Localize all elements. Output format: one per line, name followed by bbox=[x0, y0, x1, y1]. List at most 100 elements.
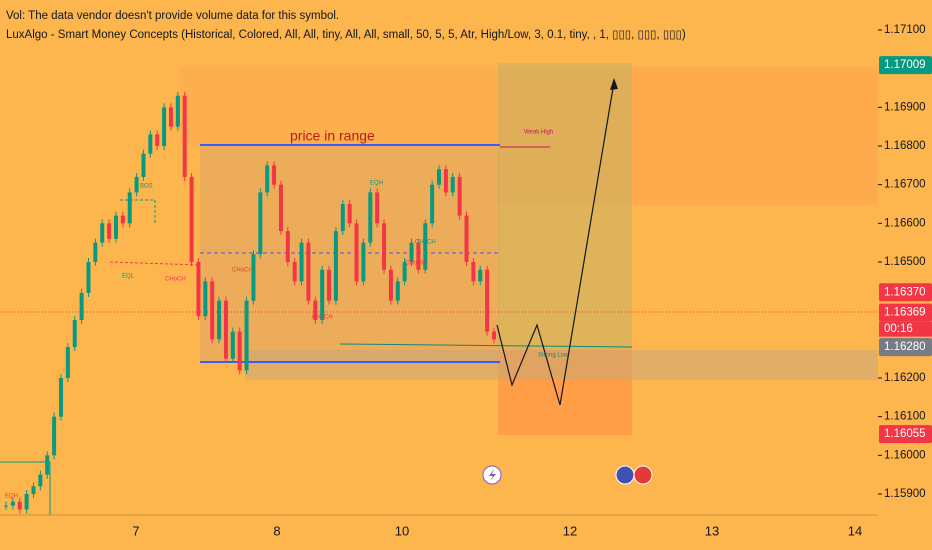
candle-body bbox=[210, 281, 215, 340]
smc-label: CHoCH bbox=[415, 240, 436, 246]
candle-body bbox=[320, 269, 325, 320]
smc-label: CHoCH bbox=[312, 315, 333, 321]
flag-icon bbox=[615, 465, 635, 485]
candle-body bbox=[471, 262, 476, 282]
candle-body bbox=[127, 192, 132, 224]
candle-body bbox=[478, 269, 483, 282]
flag-icon bbox=[633, 465, 653, 485]
candle-body bbox=[189, 176, 194, 262]
candle-body bbox=[485, 269, 490, 332]
candle-body bbox=[10, 501, 15, 506]
candle-body bbox=[437, 169, 442, 185]
time-tick-label: 14 bbox=[848, 523, 862, 538]
time-tick-label: 7 bbox=[132, 523, 139, 538]
candle-body bbox=[203, 281, 208, 317]
candle-body bbox=[416, 242, 421, 270]
price-badge-label: 1.16370 bbox=[884, 286, 926, 298]
candle-body bbox=[251, 254, 256, 301]
candle-body bbox=[292, 262, 297, 282]
candle-body bbox=[340, 204, 345, 232]
candle-body bbox=[299, 242, 304, 282]
candle-body bbox=[443, 169, 448, 193]
projection-path bbox=[496, 81, 615, 406]
countdown-bg bbox=[879, 321, 932, 337]
candle-body bbox=[45, 455, 50, 475]
candle-body bbox=[285, 231, 290, 262]
candle-body bbox=[306, 242, 311, 301]
price-tick-label: 1.16800 bbox=[884, 140, 926, 152]
smc-label: CHoCH bbox=[405, 261, 426, 267]
volume-note: Vol: The data vendor doesn't provide vol… bbox=[6, 10, 339, 22]
smc-label: EQL bbox=[122, 274, 135, 280]
smc-label: Strong Low bbox=[538, 353, 569, 359]
price-tick-label: 1.16200 bbox=[884, 372, 926, 384]
candle-body bbox=[258, 192, 263, 255]
candle-body bbox=[450, 176, 455, 193]
candle-body bbox=[382, 223, 387, 270]
candle-body bbox=[430, 184, 435, 224]
candle-body bbox=[265, 165, 270, 193]
candle-body bbox=[107, 223, 112, 239]
smc-step bbox=[0, 461, 51, 515]
candle-body bbox=[272, 165, 277, 185]
price-badge-label: 1.16055 bbox=[884, 428, 926, 440]
candle-body bbox=[395, 281, 400, 301]
price-tick-label: 1.16000 bbox=[884, 449, 926, 461]
event-icons bbox=[482, 465, 653, 485]
candle-body bbox=[354, 223, 359, 282]
candle-body bbox=[58, 378, 63, 417]
candle-body bbox=[464, 215, 469, 262]
price-tick-label: 1.16900 bbox=[884, 101, 926, 113]
smc-label: EQH bbox=[370, 181, 383, 187]
candle-body bbox=[100, 223, 105, 243]
range-label: price in range bbox=[290, 128, 375, 144]
candle-body bbox=[113, 215, 118, 239]
price-badge-label: 1.17009 bbox=[884, 59, 926, 71]
candle-body bbox=[223, 300, 228, 359]
candle-body bbox=[423, 223, 428, 270]
candle-body bbox=[347, 204, 352, 224]
smc-step bbox=[120, 199, 156, 225]
demand-zone bbox=[245, 350, 878, 380]
candle-body bbox=[134, 176, 139, 193]
candle-body bbox=[409, 242, 414, 262]
target-box bbox=[498, 63, 632, 350]
candle-body bbox=[361, 242, 366, 282]
price-tick-label: 1.16700 bbox=[884, 179, 926, 191]
candle-body bbox=[72, 320, 77, 348]
strong-low-line bbox=[339, 343, 633, 348]
countdown: 00:16 bbox=[884, 323, 913, 335]
candle-body bbox=[230, 331, 235, 359]
candle-body bbox=[24, 494, 29, 510]
smc-label: EQH bbox=[5, 494, 18, 500]
smc-label: Weak High bbox=[524, 130, 553, 136]
candle-body bbox=[17, 501, 22, 510]
candle-body bbox=[402, 262, 407, 282]
projection-arrow bbox=[610, 78, 618, 90]
candle-body bbox=[175, 95, 180, 127]
candle-body bbox=[4, 505, 8, 507]
candle-body bbox=[93, 242, 98, 262]
price-badge bbox=[879, 56, 932, 75]
time-tick-label: 10 bbox=[395, 523, 409, 538]
candle-body bbox=[278, 184, 283, 232]
price-badge bbox=[879, 425, 932, 444]
price-badge bbox=[879, 283, 932, 302]
candle-body bbox=[65, 347, 70, 378]
candle-body bbox=[162, 107, 167, 146]
candle-body bbox=[375, 192, 380, 224]
candle-body bbox=[327, 269, 332, 301]
candle-body bbox=[244, 300, 249, 371]
smc-label: BOS bbox=[140, 184, 153, 190]
price-tick-label: 1.17100 bbox=[884, 24, 926, 36]
candle-body bbox=[168, 107, 173, 127]
candle-body bbox=[120, 215, 125, 224]
time-tick-label: 8 bbox=[273, 523, 280, 538]
upper-zone bbox=[180, 67, 498, 145]
price-badge-label: 1.16369 bbox=[884, 307, 926, 319]
candle-body bbox=[79, 292, 84, 320]
candle-body bbox=[38, 474, 43, 487]
candle-body bbox=[86, 262, 91, 293]
candle-body bbox=[155, 134, 160, 146]
